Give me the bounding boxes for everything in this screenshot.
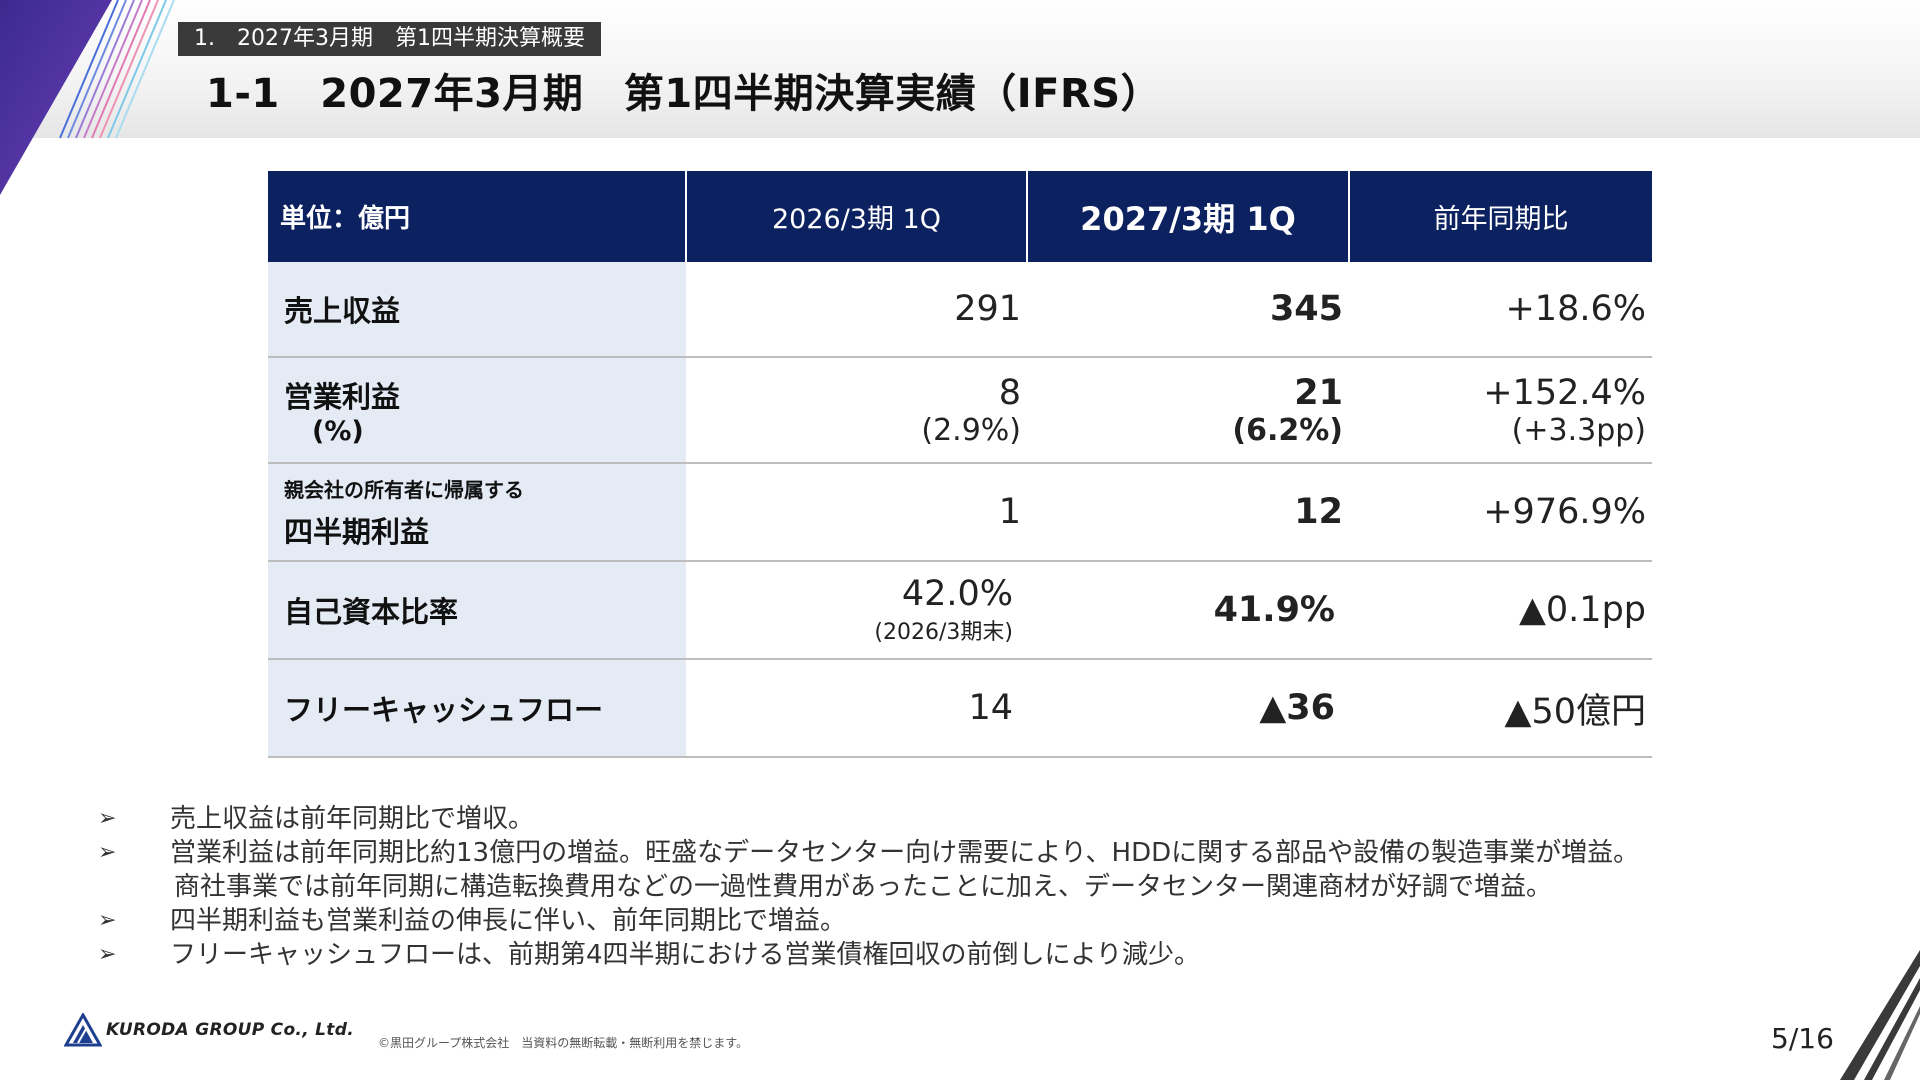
row-label-main: 営業利益 (284, 379, 401, 414)
cell-curr-main: 21 (1294, 372, 1343, 413)
cell-yoy-main: +152.4% (1483, 372, 1646, 413)
cell-yoy: ▲50億円 (1349, 659, 1652, 758)
row-label: 親会社の所有者に帰属する 四半期利益 (268, 463, 686, 562)
corner-decoration-icon (0, 0, 175, 195)
header-curr: 2027/3期 1Q (1027, 171, 1350, 262)
row-label: 営業利益 (%) (268, 357, 686, 464)
cell-prev-main: 8 (998, 372, 1021, 413)
corner-stripes-icon (1840, 950, 1920, 1080)
row-label: 売上収益 (268, 262, 686, 358)
table-header-row: 単位：億円 2026/3期 1Q 2027/3期 1Q 前年同期比 (268, 171, 1652, 262)
note-text: 営業利益は前年同期比約13億円の増益。旺盛なデータセンター向け需要により、HDD… (170, 838, 1640, 868)
cell-curr: 345 (1027, 262, 1349, 358)
cell-yoy: +976.9% (1349, 463, 1652, 562)
arrow-bullet-icon: ➢ (98, 840, 117, 865)
list-item: ➢ 営業利益は前年同期比約13億円の増益。旺盛なデータセンター向け需要により、H… (96, 836, 1856, 904)
header-unit: 単位：億円 (268, 171, 687, 262)
table-row: 親会社の所有者に帰属する 四半期利益 1 12 +976.9% (268, 463, 1652, 562)
cell-yoy: +18.6% (1349, 262, 1652, 358)
note-text: 四半期利益も営業利益の伸長に伴い、前年同期比で増益。 (170, 906, 847, 936)
list-item: ➢ 四半期利益も営業利益の伸長に伴い、前年同期比で増益。 (96, 904, 1856, 938)
page-number: 5/16 (1771, 1022, 1834, 1055)
list-item: ➢ 売上収益は前年同期比で増収。 (96, 802, 1856, 836)
table-row: 営業利益 (%) 8 (2.9%) 21 (6.2%) +152.4% (+3.… (268, 357, 1652, 464)
row-label: 自己資本比率 (268, 561, 686, 660)
arrow-bullet-icon: ➢ (98, 806, 117, 831)
notes-list: ➢ 売上収益は前年同期比で増収。 ➢ 営業利益は前年同期比約13億円の増益。旺盛… (96, 802, 1856, 972)
list-item: ➢ フリーキャッシュフローは、前期第4四半期における営業債権回収の前倒しにより減… (96, 938, 1856, 972)
section-tag: 1. 2027年3月期 第1四半期決算概要 (178, 22, 601, 56)
row-label-main: 四半期利益 (284, 514, 430, 549)
cell-prev-sub: (2026/3期末) (874, 620, 1013, 645)
cell-prev-sub: (2.9%) (921, 412, 1021, 448)
cell-curr: 21 (6.2%) (1027, 357, 1349, 464)
arrow-bullet-icon: ➢ (98, 908, 117, 933)
copyright: ©黒田グループ株式会社 当資料の無断転載・無断利用を禁じます。 (378, 1036, 749, 1050)
cell-prev: 291 (686, 262, 1027, 358)
row-label-sub: (%) (312, 415, 364, 447)
cell-prev-main: 42.0% (901, 574, 1013, 614)
cell-yoy: +152.4% (+3.3pp) (1349, 357, 1652, 464)
header-yoy: 前年同期比 (1349, 171, 1652, 262)
cell-prev: 14 (686, 659, 1027, 758)
header-prev: 2026/3期 1Q (686, 171, 1028, 262)
table-row: フリーキャッシュフロー 14 ▲36 ▲50億円 (268, 659, 1652, 758)
page-title: 1-1 2027年3月期 第1四半期決算実績（IFRS） (206, 71, 1162, 117)
note-text: 売上収益は前年同期比で増収。 (170, 804, 535, 834)
table-row: 自己資本比率 42.0% (2026/3期末) 41.9% ▲0.1pp (268, 561, 1652, 660)
cell-prev: 1 (686, 463, 1027, 562)
row-label: フリーキャッシュフロー (268, 659, 686, 758)
kuroda-logo-icon (64, 1013, 102, 1047)
company-logo: KURODA GROUP Co., Ltd. (64, 1012, 354, 1048)
cell-yoy: ▲0.1pp (1349, 561, 1652, 660)
arrow-bullet-icon: ➢ (98, 942, 117, 967)
results-table: 単位：億円 2026/3期 1Q 2027/3期 1Q 前年同期比 売上収益 2… (268, 171, 1652, 758)
note-text-continued: 商社事業では前年同期に構造転換費用などの一過性費用があったことに加え、データセン… (174, 872, 1553, 902)
cell-curr: 41.9% (1027, 561, 1349, 660)
cell-prev: 8 (2.9%) (686, 357, 1027, 464)
table-row: 売上収益 291 345 +18.6% (268, 262, 1652, 358)
cell-yoy-sub: (+3.3pp) (1511, 412, 1646, 448)
cell-curr-sub: (6.2%) (1232, 412, 1343, 448)
cell-curr: ▲36 (1027, 659, 1349, 758)
row-label-small: 親会社の所有者に帰属する (284, 477, 524, 502)
logo-text: KURODA GROUP Co., Ltd. (106, 1020, 354, 1040)
note-text: フリーキャッシュフローは、前期第4四半期における営業債権回収の前倒しにより減少。 (170, 940, 1201, 970)
cell-prev: 42.0% (2026/3期末) (686, 561, 1027, 660)
cell-curr: 12 (1027, 463, 1349, 562)
